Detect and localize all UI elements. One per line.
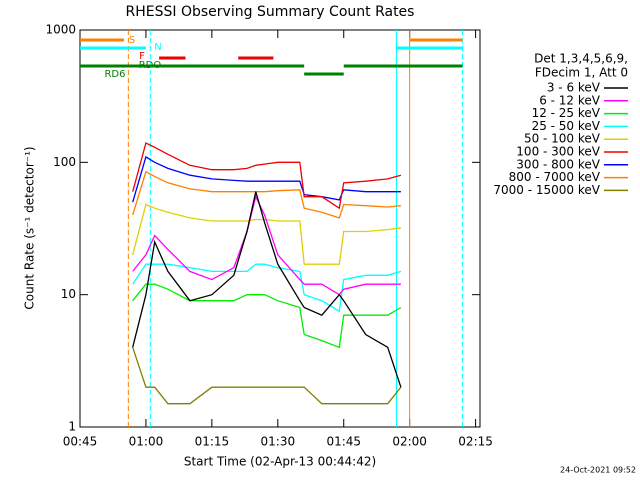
plot-frame bbox=[79, 29, 481, 428]
x-tick-label: 00:45 bbox=[63, 435, 98, 449]
legend-label: 25 - 50 keV bbox=[532, 119, 601, 133]
y-tick-label: 1 bbox=[68, 420, 76, 434]
flag-label: RD6 bbox=[104, 69, 125, 80]
legend-label: 50 - 100 keV bbox=[524, 132, 601, 146]
legend-label: 800 - 7000 keV bbox=[509, 170, 601, 184]
series-line bbox=[132, 203, 401, 265]
y-tick-label: 100 bbox=[53, 155, 76, 169]
x-tick-label: 01:00 bbox=[129, 435, 164, 449]
x-axis-label: Start Time (02-Apr-13 00:44:42) bbox=[184, 455, 376, 469]
series-line bbox=[132, 142, 402, 210]
legend-header: FDecim 1, Att 0 bbox=[535, 66, 628, 80]
legend-label: 6 - 12 keV bbox=[539, 93, 601, 107]
series-line bbox=[132, 347, 402, 405]
flag-label: N bbox=[154, 42, 161, 53]
x-tick-label: 01:45 bbox=[326, 435, 361, 449]
legend-label: 100 - 300 keV bbox=[516, 145, 600, 159]
x-tick-label: 01:15 bbox=[195, 435, 230, 449]
legend-header: Det 1,3,4,5,6,9, bbox=[534, 52, 628, 66]
series-line bbox=[132, 170, 401, 219]
legend-label: 3 - 6 keV bbox=[547, 81, 601, 95]
series-line bbox=[132, 194, 401, 296]
flag-label: S bbox=[129, 35, 135, 46]
x-tick-label: 01:30 bbox=[261, 435, 296, 449]
series-line bbox=[132, 263, 402, 313]
y-tick-label: 10 bbox=[61, 287, 76, 301]
series-line bbox=[132, 191, 402, 388]
legend-label: 12 - 25 keV bbox=[532, 106, 601, 120]
legend-label: 300 - 800 keV bbox=[516, 157, 600, 171]
y-axis-label: Count Rate (s⁻¹ detector⁻¹) bbox=[23, 146, 37, 309]
y-tick-label: 1000 bbox=[45, 23, 76, 37]
flag-label: RDO bbox=[139, 60, 162, 71]
footer: 24-Oct-2021 09:52 bbox=[560, 466, 636, 475]
x-tick-label: 02:00 bbox=[392, 435, 427, 449]
x-tick-label: 02:15 bbox=[458, 435, 493, 449]
series-line bbox=[132, 283, 402, 349]
legend-label: 7000 - 15000 keV bbox=[493, 183, 600, 197]
series-line bbox=[132, 155, 401, 203]
chart-title: RHESSI Observing Summary Count Rates bbox=[126, 4, 415, 20]
flag-label: F bbox=[139, 51, 145, 62]
